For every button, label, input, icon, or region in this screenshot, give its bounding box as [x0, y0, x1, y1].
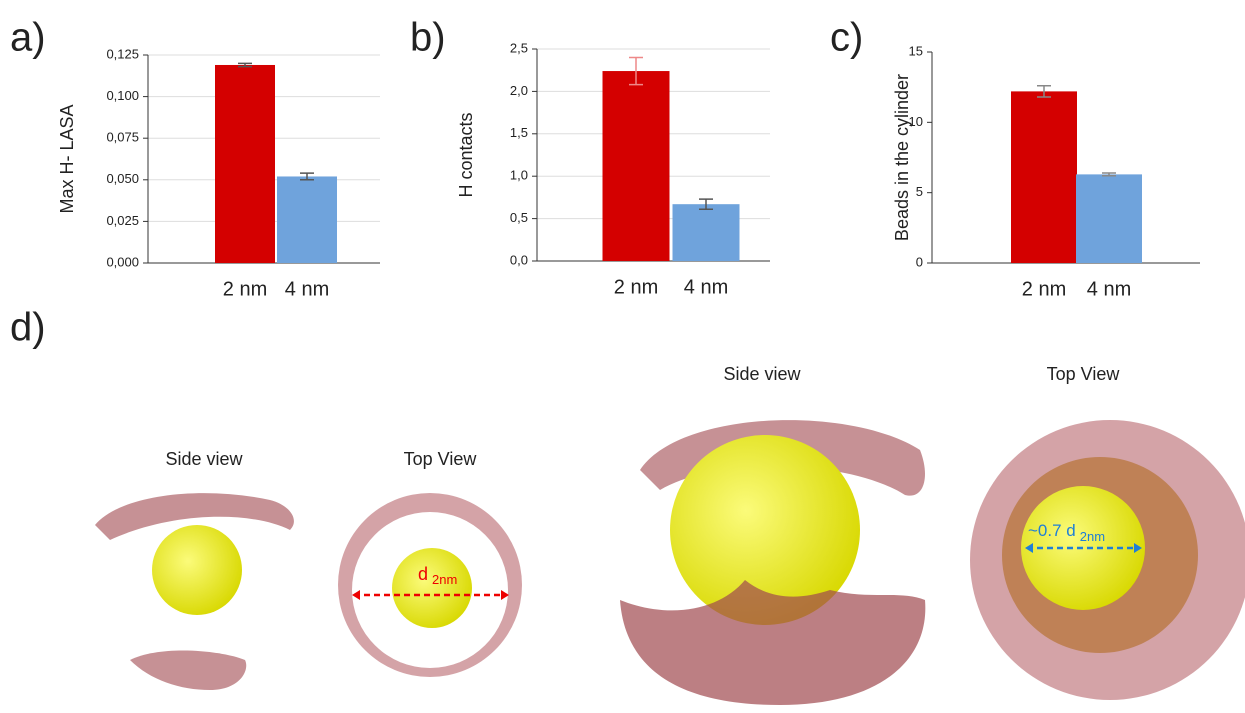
- nanoparticle: [152, 525, 242, 615]
- y-axis-label: Beads in the cylinder: [892, 74, 912, 241]
- y-tick-label: 0,100: [106, 88, 139, 103]
- bar: [1076, 174, 1142, 263]
- x-tick-label: 4 nm: [1087, 278, 1131, 300]
- y-tick-label: 0,5: [510, 210, 528, 225]
- shell-cap: [620, 580, 925, 705]
- y-tick-label: 0: [916, 254, 923, 269]
- y-tick-label: 0,0: [510, 252, 528, 267]
- y-tick-label: 1,0: [510, 168, 528, 183]
- bar: [673, 204, 740, 261]
- y-axis-label: Max H- LASA: [57, 104, 77, 213]
- x-tick-label: 4 nm: [285, 278, 329, 300]
- panel-label: b): [410, 16, 446, 60]
- x-tick-label: 2 nm: [1022, 278, 1066, 300]
- panel-label: a): [10, 16, 46, 60]
- view-title: Side view: [165, 449, 243, 469]
- bar: [603, 71, 670, 261]
- y-tick-label: 0,025: [106, 213, 139, 228]
- shell-cap: [130, 651, 246, 690]
- y-tick-label: 0,075: [106, 130, 139, 145]
- x-tick-label: 2 nm: [614, 276, 658, 298]
- annotation-subscript: 2nm: [1080, 529, 1105, 544]
- y-tick-label: 2,5: [510, 40, 528, 55]
- view-title: Top View: [404, 449, 478, 469]
- bar: [215, 65, 275, 263]
- bar: [1011, 91, 1077, 263]
- annotation-text: d: [418, 564, 428, 584]
- x-tick-label: 2 nm: [223, 278, 267, 300]
- y-tick-label: 5: [916, 184, 923, 199]
- view-title: Top View: [1047, 364, 1121, 384]
- y-tick-label: 15: [909, 43, 923, 58]
- y-tick-label: 0,125: [106, 46, 139, 61]
- annotation-text: ~0.7 d: [1028, 521, 1076, 540]
- illustrations: d) Side view Top View Side view Top View…: [10, 306, 1245, 705]
- y-tick-label: 2,0: [510, 83, 528, 98]
- view-title: Side view: [723, 364, 801, 384]
- figure: d) Side view Top View Side view Top View…: [0, 0, 1245, 713]
- bar: [277, 176, 337, 263]
- panel-label: c): [830, 16, 863, 60]
- y-tick-label: 1,5: [510, 125, 528, 140]
- y-tick-label: 0,000: [106, 254, 139, 269]
- nanoparticle: [392, 548, 472, 628]
- y-axis-label: H contacts: [456, 112, 476, 197]
- x-tick-label: 4 nm: [684, 276, 728, 298]
- annotation-subscript: 2nm: [432, 572, 457, 587]
- y-tick-label: 0,050: [106, 171, 139, 186]
- panel-label: d): [10, 306, 46, 350]
